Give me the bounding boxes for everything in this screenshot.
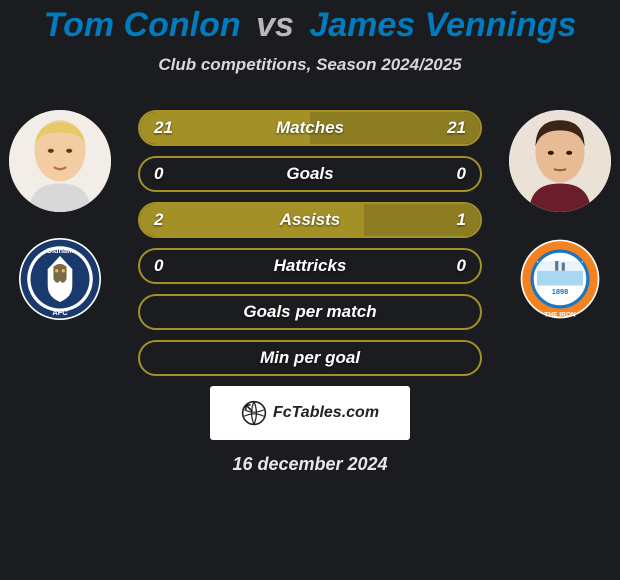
stat-value-right: 0	[457, 256, 466, 276]
stat-value-left: 0	[154, 164, 163, 184]
stat-label: Matches	[276, 118, 344, 138]
vs-label: vs	[256, 6, 294, 44]
player2-club-badge: 1898 THE IRON	[519, 238, 601, 320]
stat-label: Min per goal	[260, 348, 360, 368]
comparison-title: Tom Conlon vs James Vennings	[0, 0, 620, 45]
fctables-brand-text: FcTables.com	[273, 404, 379, 422]
stat-label: Hattricks	[274, 256, 347, 276]
player1-club-badge: Oldham AFC	[19, 238, 101, 320]
fctables-brand: FcTables.com	[210, 386, 410, 440]
svg-text:THE IRON: THE IRON	[544, 312, 576, 319]
stat-value-right: 1	[457, 210, 466, 230]
svg-text:AFC: AFC	[52, 308, 68, 317]
svg-text:Oldham: Oldham	[46, 246, 74, 255]
stat-row: Min per goal	[138, 340, 482, 376]
stat-value-left: 2	[154, 210, 163, 230]
stat-value-left: 21	[154, 118, 173, 138]
stat-row: 0 Goals 0	[138, 156, 482, 192]
date-stamp: 16 december 2024	[0, 454, 620, 475]
fctables-logo-icon	[241, 400, 267, 426]
stat-value-right: 0	[457, 164, 466, 184]
stat-row: 0 Hattricks 0	[138, 248, 482, 284]
stat-value-left: 0	[154, 256, 163, 276]
stat-row: 21 Matches 21	[138, 110, 482, 146]
stat-row: Goals per match	[138, 294, 482, 330]
player2-name: James Vennings	[309, 6, 576, 44]
stat-row: 2 Assists 1	[138, 202, 482, 238]
season-subtitle: Club competitions, Season 2024/2025	[0, 55, 620, 75]
stat-label: Goals	[286, 164, 333, 184]
stat-value-right: 21	[447, 118, 466, 138]
comparison-content: Oldham AFC 1898 THE IRON 21Matches210Goa…	[0, 110, 620, 475]
player2-avatar	[509, 110, 611, 212]
player1-name: Tom Conlon	[44, 6, 241, 44]
stat-label: Assists	[280, 210, 340, 230]
svg-text:1898: 1898	[552, 287, 568, 296]
stat-label: Goals per match	[243, 302, 376, 322]
stat-rows: 21 Matches 21 0 Goals 0 2 Assists 1 0 Hattricks 0 Go…	[138, 110, 482, 376]
player1-avatar	[9, 110, 111, 212]
